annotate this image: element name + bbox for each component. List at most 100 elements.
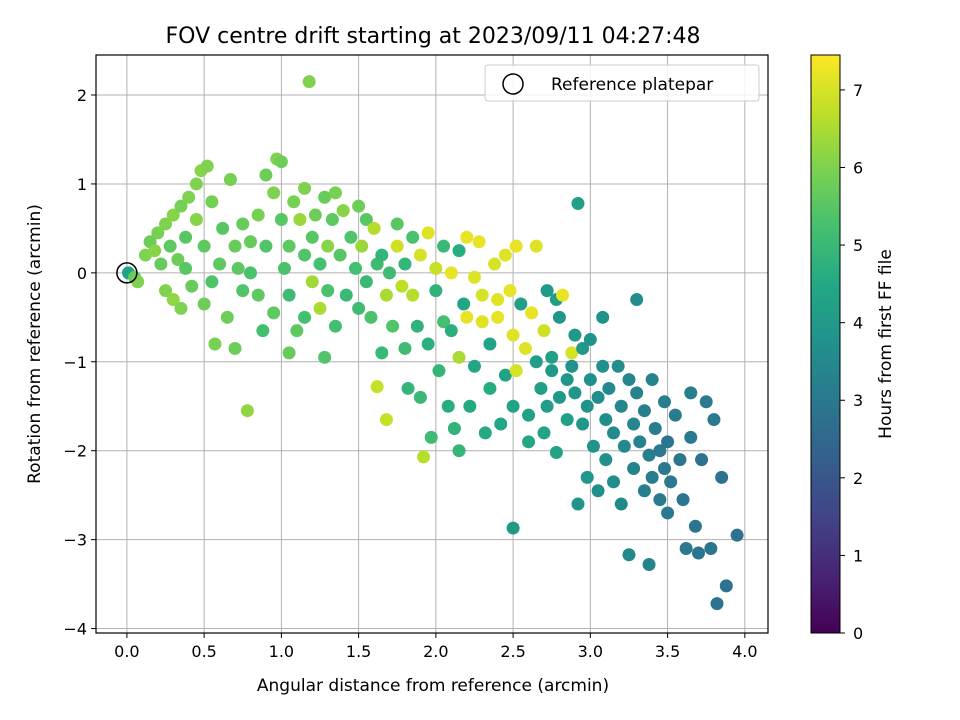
- data-point: [545, 350, 559, 364]
- data-point: [339, 288, 353, 302]
- data-point: [591, 390, 605, 404]
- colorbar-tick-label: 4: [853, 314, 863, 333]
- data-point: [591, 484, 605, 498]
- data-point: [661, 435, 675, 449]
- data-point: [552, 310, 566, 324]
- data-point: [163, 239, 177, 253]
- data-point: [467, 359, 481, 373]
- data-point: [432, 364, 446, 378]
- data-point: [328, 186, 342, 200]
- data-point: [179, 261, 193, 275]
- data-point: [661, 506, 675, 520]
- x-tick-label: 2.5: [500, 642, 525, 661]
- data-point: [375, 346, 389, 360]
- data-point: [668, 408, 682, 422]
- data-point: [333, 248, 347, 262]
- data-point: [282, 239, 296, 253]
- data-point: [514, 297, 528, 311]
- plot-frame: [95, 54, 769, 634]
- data-point: [174, 199, 188, 213]
- data-point: [352, 301, 366, 315]
- data-point: [699, 395, 713, 409]
- data-point: [506, 328, 520, 342]
- y-axis-label: Rotation from reference (arcmin): [25, 204, 45, 484]
- data-point: [318, 190, 332, 204]
- data-point: [267, 186, 281, 200]
- data-point: [540, 284, 554, 298]
- data-point: [491, 293, 505, 307]
- data-point: [707, 413, 721, 427]
- colorbar-tick-label: 3: [853, 391, 863, 410]
- data-point: [599, 453, 613, 467]
- data-point: [730, 528, 744, 542]
- data-point: [444, 324, 458, 338]
- data-point: [664, 475, 678, 489]
- data-point: [401, 381, 415, 395]
- data-point: [556, 288, 570, 302]
- data-point: [213, 257, 227, 271]
- data-point: [287, 195, 301, 209]
- data-point: [498, 368, 512, 382]
- data-point: [240, 404, 254, 418]
- data-point: [179, 230, 193, 244]
- data-point: [274, 155, 288, 169]
- data-point: [298, 248, 312, 262]
- data-point: [429, 284, 443, 298]
- data-point: [325, 213, 339, 227]
- data-point: [259, 239, 273, 253]
- y-axis-ticks: −4 −3 −2 −1 0 1 2: [63, 86, 96, 639]
- data-point: [398, 341, 412, 355]
- data-point: [321, 284, 335, 298]
- data-point: [540, 399, 554, 413]
- data-point: [545, 364, 559, 378]
- data-point: [657, 395, 671, 409]
- data-point: [568, 328, 582, 342]
- data-point: [259, 168, 273, 182]
- data-point: [189, 177, 203, 191]
- data-point: [648, 421, 662, 435]
- data-point: [452, 444, 466, 458]
- data-point: [596, 310, 610, 324]
- x-tick-label: 1.0: [269, 642, 294, 661]
- data-point: [475, 288, 489, 302]
- data-point: [243, 235, 257, 249]
- reference-marker: [116, 262, 138, 284]
- data-point: [197, 239, 211, 253]
- data-point: [645, 373, 659, 387]
- data-point: [171, 253, 185, 267]
- data-point: [645, 470, 659, 484]
- data-point: [534, 381, 548, 395]
- data-point: [565, 346, 579, 360]
- data-point: [488, 257, 502, 271]
- data-point: [633, 435, 647, 449]
- data-point: [298, 310, 312, 324]
- data-point: [653, 444, 667, 458]
- data-point: [189, 213, 203, 227]
- data-point: [355, 239, 369, 253]
- data-point: [274, 213, 288, 227]
- x-tick-label: 0.5: [191, 642, 216, 661]
- data-point: [159, 284, 173, 298]
- data-point: [305, 275, 319, 289]
- data-point: [565, 359, 579, 373]
- data-point: [607, 426, 621, 440]
- data-point: [522, 435, 536, 449]
- data-point: [375, 248, 389, 262]
- data-point: [437, 315, 451, 329]
- data-point: [637, 404, 651, 418]
- data-point: [576, 417, 590, 431]
- data-point: [599, 413, 613, 427]
- data-point: [596, 359, 610, 373]
- data-point: [719, 579, 733, 593]
- data-point: [208, 337, 222, 351]
- x-tick-label: 1.5: [346, 642, 371, 661]
- colorbar-tick-label: 2: [853, 469, 863, 488]
- data-point: [642, 448, 656, 462]
- data-point: [406, 288, 420, 302]
- data-point: [197, 297, 211, 311]
- data-point: [308, 208, 322, 222]
- data-point: [571, 197, 585, 211]
- data-point: [560, 373, 574, 387]
- data-point: [256, 324, 270, 338]
